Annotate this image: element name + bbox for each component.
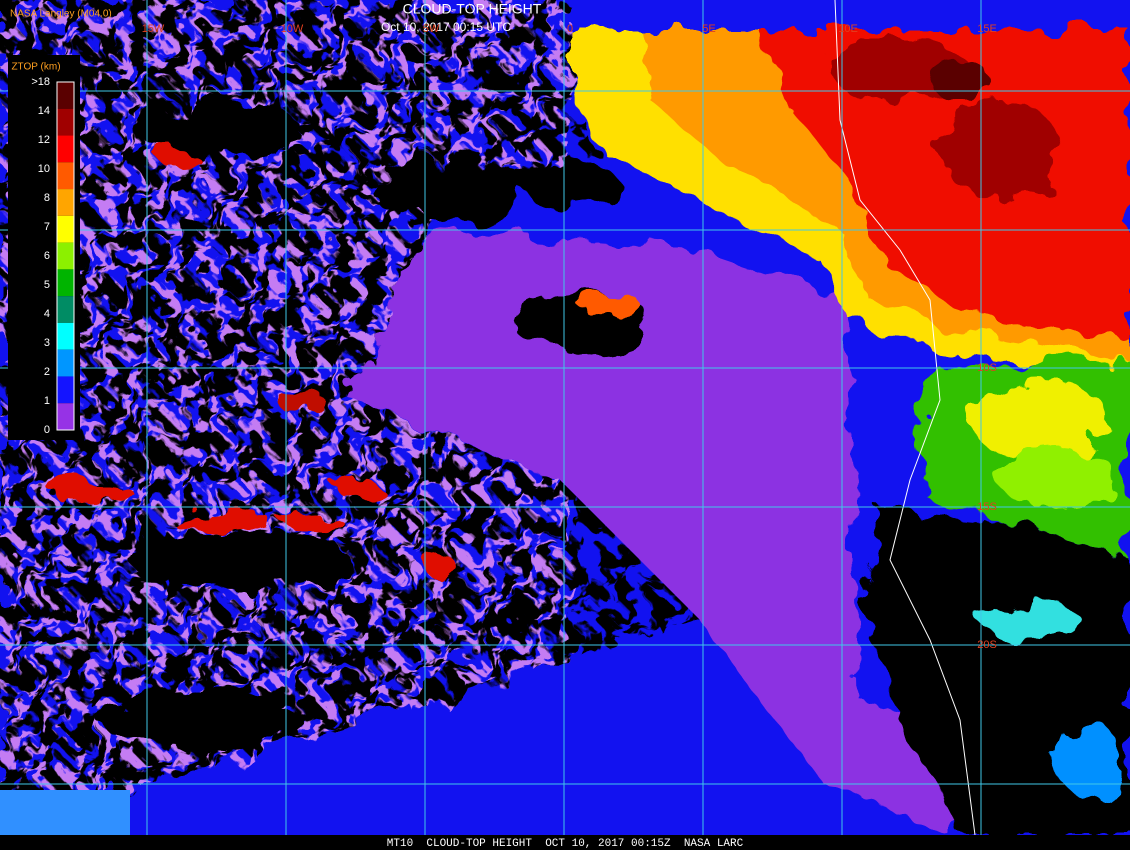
legend-swatch	[57, 269, 74, 297]
legend-swatch	[57, 162, 74, 190]
high-cloud-region	[930, 60, 990, 100]
latitude-label: 15S	[977, 501, 997, 513]
legend-swatch	[57, 215, 74, 243]
legend-label: >18	[31, 76, 50, 88]
legend-swatch	[57, 376, 74, 404]
clear-patch	[520, 163, 620, 207]
legend-swatch	[57, 242, 74, 270]
high-cloud-region	[760, 30, 1130, 340]
legend-swatch	[57, 135, 74, 163]
map-title: CLOUD-TOP HEIGHT	[403, 1, 542, 17]
clear-patch	[100, 690, 300, 750]
mid-cloud-region	[1060, 720, 1120, 800]
mid-cloud-region	[1000, 450, 1120, 510]
low-cloud-region	[0, 790, 130, 835]
coastline	[834, 0, 976, 836]
legend-label: 6	[44, 250, 50, 262]
legend-label: 3	[44, 337, 50, 349]
legend-swatch	[57, 189, 74, 216]
high-cloud-region	[160, 152, 200, 168]
high-cloud-region	[50, 478, 130, 502]
high-cloud-region	[340, 478, 380, 502]
legend-swatch	[57, 403, 74, 430]
longitude-label: 0	[567, 23, 573, 35]
legend-label: 1	[44, 395, 50, 407]
legend-swatch	[57, 296, 74, 323]
high-cloud-region	[428, 554, 456, 582]
latitude-label: 20S	[977, 639, 997, 651]
footer-bar	[0, 835, 1130, 850]
legend-label: 7	[44, 221, 50, 233]
legend-label: 12	[38, 134, 50, 146]
latitude-label: 10S	[977, 362, 997, 374]
clear-patch	[140, 100, 300, 160]
legend-label: 14	[38, 105, 50, 117]
mid-cloud-region	[980, 600, 1080, 640]
legend-title: ZTOP (km)	[11, 62, 60, 73]
longitude-label: 10E	[838, 23, 858, 35]
longitude-label: 5E	[702, 23, 715, 35]
high-cloud-region	[280, 510, 340, 530]
longitude-label: 10W	[281, 23, 304, 35]
legend-swatch	[57, 108, 74, 136]
high-cloud-region	[940, 100, 1060, 200]
high-cloud-region	[275, 390, 325, 410]
legend-label: 4	[44, 308, 50, 320]
map-subtitle: Oct 10, 2017 00:15 UTC	[381, 20, 511, 34]
legend-label: 2	[44, 366, 50, 378]
legend-swatch	[57, 82, 74, 109]
footer-caption: MT10 CLOUD-TOP HEIGHT OCT 10, 2017 00:15…	[387, 838, 744, 850]
clear-patch	[130, 532, 350, 588]
legend-label: 8	[44, 192, 50, 204]
mid-cloud-region	[970, 380, 1110, 460]
legend-label: 0	[44, 424, 50, 436]
longitude-label: 5W	[423, 23, 440, 35]
legend-swatch	[57, 349, 74, 377]
source-label: NASA Langley (M04.0)	[10, 9, 112, 20]
legend-frame	[56, 81, 75, 431]
high-cloud-region	[580, 291, 640, 319]
high-cloud-region	[170, 510, 270, 530]
low-cloud-region	[350, 230, 950, 835]
longitude-label: 15W	[142, 23, 165, 35]
longitude-label: 15E	[977, 23, 997, 35]
clear-patch	[370, 160, 530, 220]
legend-label: 10	[38, 163, 50, 175]
legend-label: 5	[44, 279, 50, 291]
legend-swatch	[57, 322, 74, 350]
